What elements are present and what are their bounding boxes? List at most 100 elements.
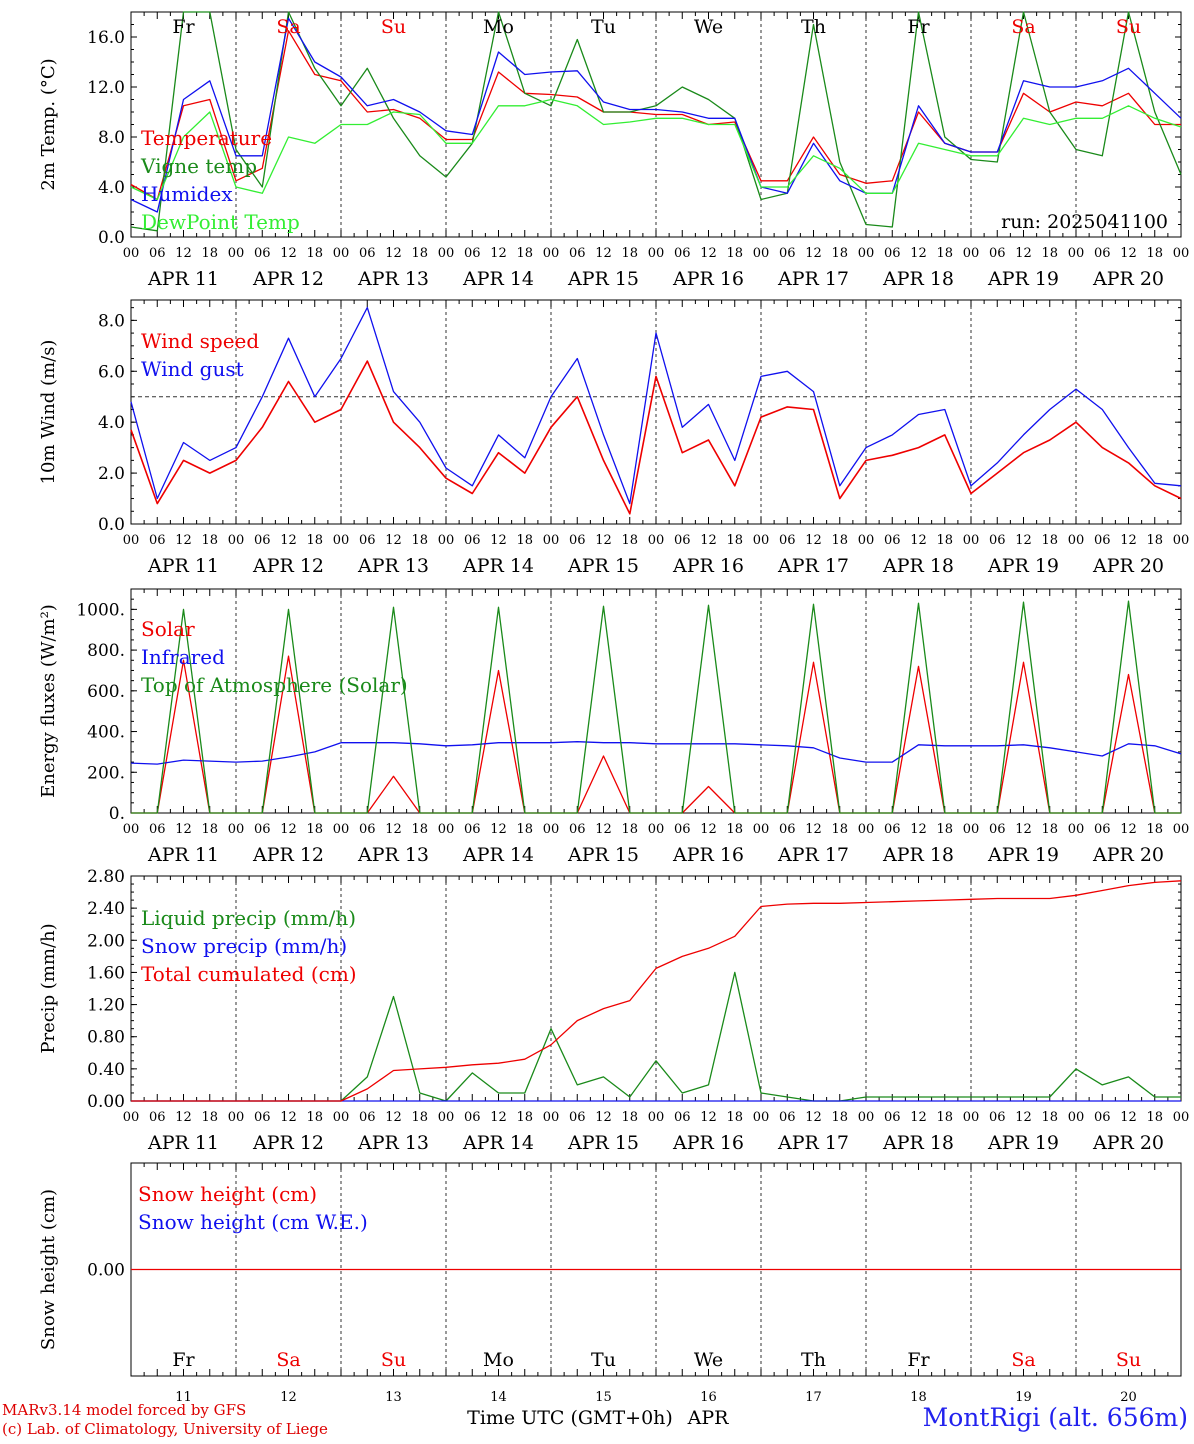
hour-tick-label: 06: [989, 1110, 1006, 1125]
hour-tick-label: 12: [1120, 1110, 1137, 1125]
hour-tick-label: 00: [1173, 822, 1190, 837]
hour-tick-label: 00: [858, 1110, 875, 1125]
hour-tick-label: 12: [595, 246, 612, 261]
hour-tick-label: 12: [490, 533, 507, 548]
hour-tick-label: 18: [831, 246, 848, 261]
panel-3: 0. 200. 400. 600. 800. 1000. Energy fluxes (W/…: [38, 588, 1190, 866]
hour-tick-label: 18: [936, 822, 953, 837]
date-label: APR 14: [462, 555, 534, 577]
hour-tick-label: 06: [359, 1110, 376, 1125]
series-line-2: [130, 306, 1182, 505]
day-number-label: 18: [910, 1390, 927, 1405]
hour-tick-label: 06: [359, 246, 376, 261]
hour-tick-label: 06: [884, 246, 901, 261]
plot-frame: [130, 11, 1182, 238]
date-label: APR 18: [882, 844, 954, 866]
series-line-3: [131, 880, 1182, 1102]
hour-tick-label: 00: [648, 533, 665, 548]
hour-tick-label: 18: [621, 822, 638, 837]
hour-tick-label: 18: [936, 1110, 953, 1125]
date-label: APR 13: [357, 1132, 429, 1154]
weekday-label: Mo: [483, 1349, 514, 1371]
hour-tick-label: 06: [464, 1110, 481, 1125]
hour-tick-label: 12: [1015, 533, 1032, 548]
series-line-3: [131, 600, 1181, 814]
date-label: APR 19: [987, 555, 1059, 577]
hour-tick-label: 06: [779, 1110, 796, 1125]
hour-tick-label: 12: [280, 246, 297, 261]
date-label: APR 15: [567, 555, 639, 577]
hour-tick-label: 18: [621, 533, 638, 548]
weekday-label: Sa: [276, 1349, 300, 1371]
date-label: APR 19: [987, 268, 1059, 290]
date-label: APR 20: [1092, 555, 1164, 577]
hour-tick-label: 12: [1120, 533, 1137, 548]
hour-tick-label: 00: [123, 822, 140, 837]
hour-tick-label: 12: [490, 822, 507, 837]
hour-tick-label: 12: [805, 246, 822, 261]
legend-entry: Snow height (cm): [138, 1182, 317, 1206]
hour-tick-label: 18: [411, 533, 428, 548]
hour-tick-label: 06: [674, 533, 691, 548]
month-label: APR: [687, 1407, 730, 1429]
hour-tick-label: 00: [648, 822, 665, 837]
weekday-label: Mo: [483, 16, 514, 38]
hour-tick-label: 18: [621, 246, 638, 261]
y-tick-label: 200.: [87, 763, 125, 783]
date-label: APR 11: [147, 555, 219, 577]
series-line-1: [130, 30, 1181, 201]
hour-tick-label: 00: [963, 1110, 980, 1125]
series-line-4: [130, 98, 1182, 201]
hour-tick-label: 06: [884, 822, 901, 837]
hour-tick-label: 06: [674, 822, 691, 837]
day-number-label: 17: [805, 1390, 822, 1405]
hour-tick-label: 18: [831, 822, 848, 837]
date-label: APR 18: [882, 268, 954, 290]
weekday-label: Fr: [172, 1349, 195, 1371]
hour-tick-label: 00: [648, 1110, 665, 1125]
legend-entry: Top of Atmosphere (Solar): [141, 673, 408, 697]
hour-tick-label: 12: [175, 533, 192, 548]
weekday-label: Su: [381, 1349, 406, 1371]
y-tick-label: 8.0: [98, 128, 125, 148]
hour-tick-label: 12: [385, 533, 402, 548]
date-label: APR 12: [252, 555, 324, 577]
hour-tick-label: 12: [595, 822, 612, 837]
hour-tick-label: 06: [149, 1110, 166, 1125]
y-tick-label: 1.20: [87, 996, 125, 1016]
hour-tick-label: 00: [123, 533, 140, 548]
y-axis-label: Precip (mm/h): [38, 923, 59, 1053]
date-label: APR 17: [777, 555, 849, 577]
y-axis-label: Snow height (cm): [38, 1189, 59, 1350]
series-line-1: [130, 360, 1182, 515]
hour-tick-label: 06: [254, 246, 271, 261]
y-tick-label: 16.0: [87, 28, 125, 48]
y-tick-label: 6.0: [98, 362, 125, 382]
hour-tick-label: 12: [280, 1110, 297, 1125]
hour-tick-label: 12: [595, 1110, 612, 1125]
weekday-label: Su: [1116, 16, 1141, 38]
hour-tick-label: 18: [1041, 533, 1058, 548]
date-label: APR 12: [252, 268, 324, 290]
run-label: run: 2025041100: [1001, 211, 1168, 233]
hour-tick-label: 18: [1146, 533, 1163, 548]
y-tick-label: 4.0: [98, 178, 125, 198]
day-number-label: 15: [595, 1390, 612, 1405]
date-label: APR 15: [567, 844, 639, 866]
hour-tick-label: 00: [228, 1110, 245, 1125]
hour-tick-label: 06: [254, 822, 271, 837]
date-label: APR 13: [357, 555, 429, 577]
hour-tick-label: 18: [936, 533, 953, 548]
panel-5: 0.00 Snow height (cm) Snow height (cm) Snow…: [38, 1162, 1182, 1429]
hour-tick-label: 00: [648, 246, 665, 261]
hour-tick-label: 06: [1094, 822, 1111, 837]
hour-tick-label: 12: [700, 1110, 717, 1125]
hour-tick-label: 06: [989, 822, 1006, 837]
hour-tick-label: 00: [1173, 1110, 1190, 1125]
date-label: APR 20: [1092, 844, 1164, 866]
hour-tick-label: 12: [595, 533, 612, 548]
hour-tick-label: 00: [123, 1110, 140, 1125]
hour-tick-label: 00: [1173, 533, 1190, 548]
hour-tick-label: 12: [385, 1110, 402, 1125]
